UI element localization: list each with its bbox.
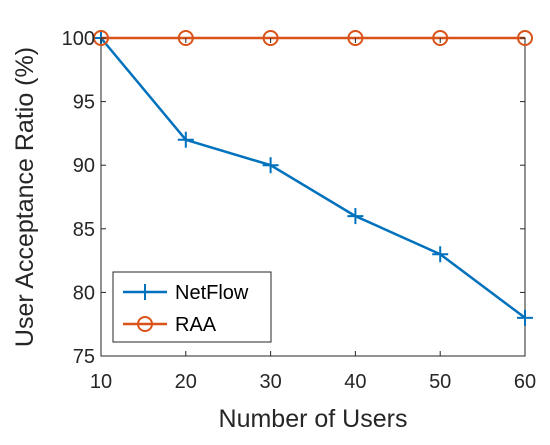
y-tick-label: 90	[73, 155, 95, 177]
x-tick-label: 40	[344, 371, 366, 393]
series-line-netflow	[100, 37, 526, 319]
x-tick-label: 60	[514, 371, 536, 393]
x-axis-label: Number of Users	[219, 405, 408, 433]
x-tick-label: 50	[429, 371, 451, 393]
data-point-netflow	[432, 246, 449, 263]
ticks-layer: 10 20 30 40 50 60 75 80 85 90 95 100	[62, 28, 537, 393]
series-layer	[93, 30, 533, 326]
legend-item-netflow: NetFlow	[123, 282, 249, 304]
x-tick-label: 20	[175, 371, 197, 393]
y-tick-label: 80	[73, 282, 95, 304]
y-tick-label: 75	[73, 346, 95, 368]
data-point-netflow	[177, 131, 194, 148]
y-tick-label: 95	[73, 92, 95, 114]
legend-marker	[137, 284, 153, 300]
data-point-raa	[517, 30, 533, 46]
data-point-netflow	[517, 309, 533, 326]
legend-label: RAA	[175, 314, 217, 336]
data-point-raa	[432, 30, 449, 46]
series-netflow	[93, 30, 533, 326]
y-tick-label: 85	[73, 219, 95, 241]
data-point-netflow	[262, 157, 279, 174]
y-axis-label: User Acceptance Ratio (%)	[11, 47, 39, 347]
data-point-raa	[93, 30, 109, 46]
x-tick-label: 30	[259, 371, 281, 393]
data-point-raa	[177, 30, 194, 46]
legend-item-raa: RAA	[123, 314, 217, 336]
data-point-raa	[262, 30, 279, 46]
legend: NetFlow RAA	[112, 271, 272, 343]
y-tick-label: 100	[62, 28, 95, 50]
data-point-netflow	[347, 208, 364, 225]
legend-box	[112, 271, 272, 343]
series-raa	[93, 30, 533, 46]
data-point-raa	[347, 30, 364, 46]
legend-label: NetFlow	[175, 282, 249, 304]
x-tick-label: 10	[90, 371, 112, 393]
legend-marker	[137, 316, 153, 332]
